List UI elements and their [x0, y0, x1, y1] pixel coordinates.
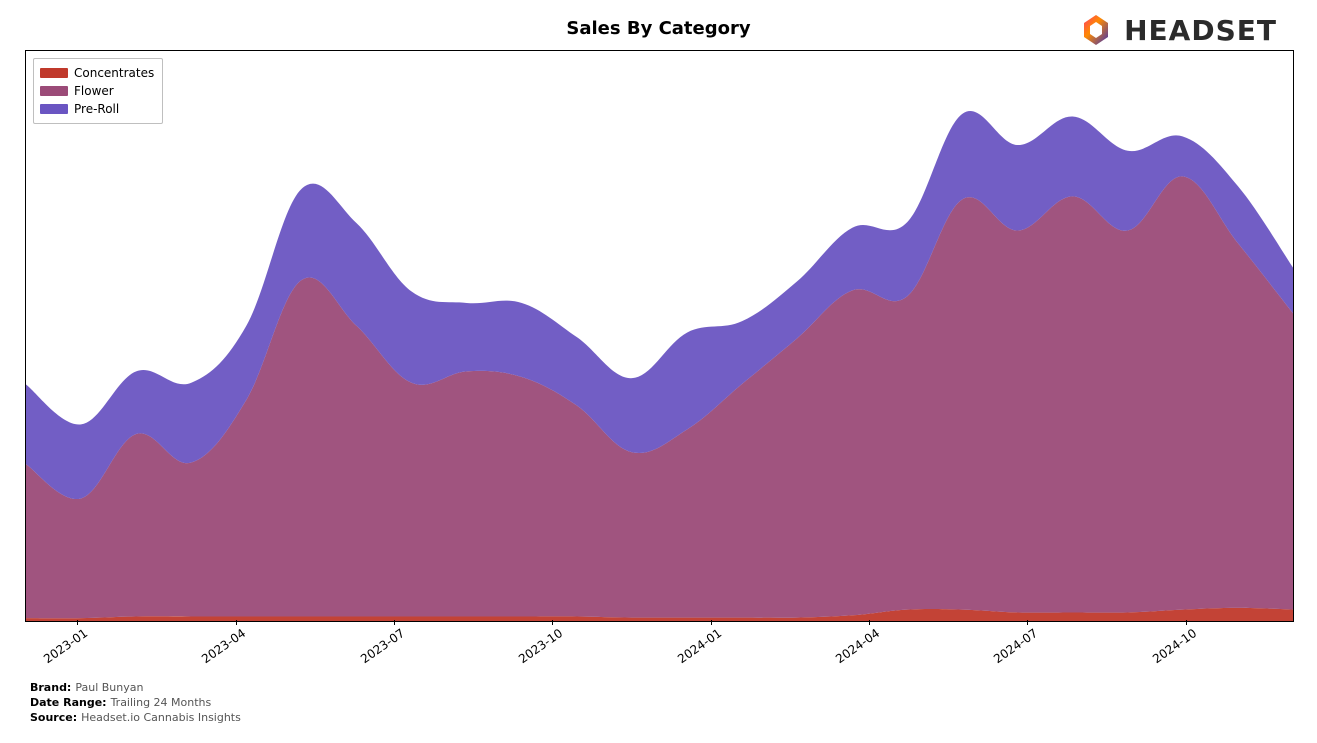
meta-brand: Brand:Paul Bunyan: [30, 680, 241, 695]
chart-container: Sales By Category HEADSET Concentrates F…: [0, 0, 1317, 743]
legend-item-flower: Flower: [40, 82, 154, 100]
x-tick-label: 2023-07: [358, 626, 407, 666]
x-tick-label: 2024-04: [833, 626, 882, 666]
x-tick-label: 2023-01: [41, 626, 90, 666]
headset-logo: HEADSET: [1078, 12, 1277, 48]
legend-item-preroll: Pre-Roll: [40, 100, 154, 118]
legend-label: Flower: [74, 82, 114, 100]
meta-source: Source:Headset.io Cannabis Insights: [30, 710, 241, 725]
legend-swatch: [40, 86, 68, 96]
legend-label: Concentrates: [74, 64, 154, 82]
legend-item-concentrates: Concentrates: [40, 64, 154, 82]
x-tick-label: 2023-04: [200, 626, 249, 666]
meta-date-range: Date Range:Trailing 24 Months: [30, 695, 241, 710]
x-tick-label: 2024-10: [1150, 626, 1199, 666]
headset-logo-text: HEADSET: [1124, 14, 1277, 47]
legend-label: Pre-Roll: [74, 100, 119, 118]
plot-area: [25, 50, 1294, 622]
x-axis-ticks: 2023-01 2023-04 2023-07 2023-10 2024-01 2024-…: [25, 620, 1292, 680]
x-tick-label: 2023-10: [516, 626, 565, 666]
legend-swatch: [40, 68, 68, 78]
chart-metadata: Brand:Paul Bunyan Date Range:Trailing 24…: [30, 680, 241, 725]
x-tick-label: 2024-07: [991, 626, 1040, 666]
legend: Concentrates Flower Pre-Roll: [33, 58, 163, 124]
legend-swatch: [40, 104, 68, 114]
x-tick-label: 2024-01: [675, 626, 724, 666]
headset-logo-icon: [1078, 12, 1114, 48]
